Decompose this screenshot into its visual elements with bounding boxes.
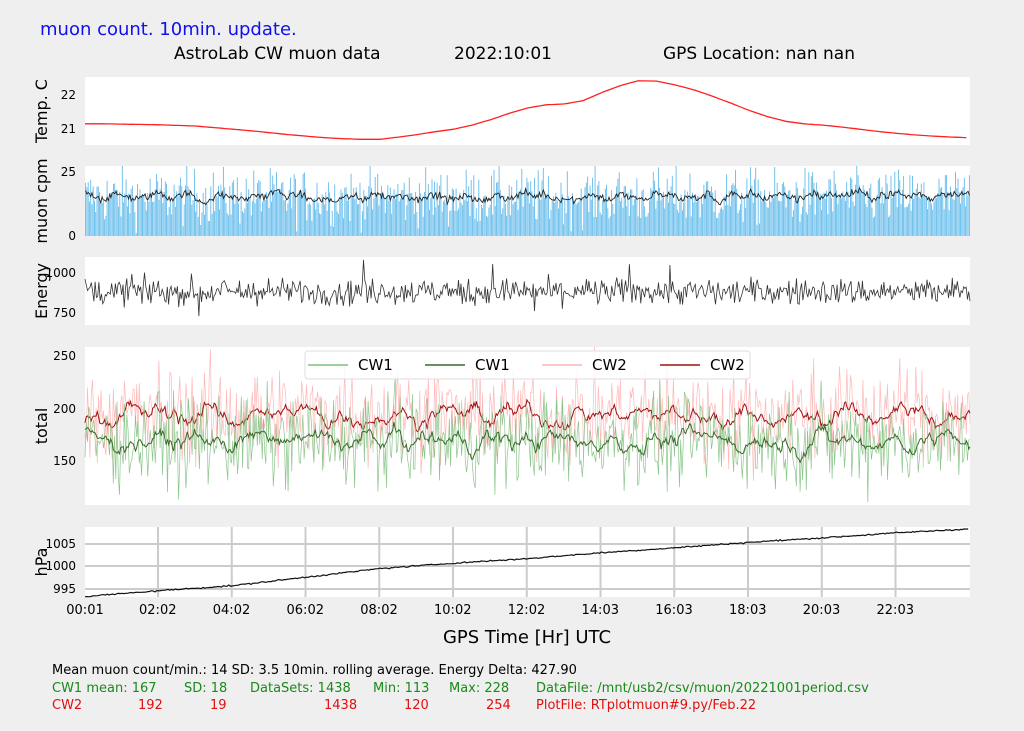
- ytick-label: 250: [53, 349, 76, 363]
- cw1-rolling-line: [84, 422, 971, 464]
- xaxis-label: GPS Time [Hr] UTC: [443, 627, 611, 648]
- cw2-max: 254: [486, 698, 511, 713]
- ylabel-panel-3: Energy: [32, 263, 51, 319]
- xtick-label: 16:03: [655, 603, 692, 618]
- cw1-max: Max: 228: [449, 681, 510, 696]
- xtick-label: 08:02: [360, 603, 397, 618]
- ytick-label: 21: [61, 122, 76, 136]
- ytick-label: 1000: [45, 266, 76, 280]
- cw2-plotfile: PlotFile: RTplotmuon#9.py/Feb.22: [536, 698, 757, 713]
- cw1-datasets: DataSets: 1438: [250, 681, 351, 696]
- ytick-label: 995: [53, 582, 76, 596]
- cw1-sd: SD: 18: [184, 681, 228, 696]
- cw1-mean: CW1 mean: 167: [52, 681, 157, 696]
- plot-panel-1: [85, 77, 970, 145]
- xtick-label: 04:02: [213, 603, 250, 618]
- cw2-mean: 192: [138, 698, 163, 713]
- cw2-sd: 19: [210, 698, 227, 713]
- cw2-min: 120: [404, 698, 429, 713]
- xtick-label: 20:03: [803, 603, 840, 618]
- xtick-label: 02:02: [139, 603, 176, 618]
- ylabel-panel-2: muon cpm: [32, 158, 51, 243]
- pressure-line: [84, 528, 969, 598]
- legend-box: [304, 350, 751, 380]
- chart-title: AstroLab CW muon data: [174, 44, 381, 64]
- ylabel-panel-4: total: [32, 408, 51, 445]
- ytick-label: 200: [53, 402, 76, 416]
- cw2-datasets: 1438: [324, 698, 358, 713]
- xtick-label: 22:03: [877, 603, 914, 618]
- xtick-label: 14:03: [582, 603, 619, 618]
- ytick-label: 25: [61, 165, 76, 179]
- stats-line-mean: Mean muon count/min.: 14 SD: 3.5 10min. …: [52, 663, 577, 678]
- muon-rolling-average-line: [85, 186, 970, 206]
- ylabel-panel-5: hPa: [32, 548, 51, 577]
- xtick-label: 06:02: [287, 603, 324, 618]
- cw2-label: CW2: [52, 698, 83, 713]
- chart-banner: muon count. 10min. update.: [40, 19, 297, 40]
- temperature-line: [85, 80, 967, 140]
- xtick-label: 12:02: [508, 603, 545, 618]
- ytick-label: 750: [53, 306, 76, 320]
- cw1-min: Min: 113: [373, 681, 430, 696]
- ylabel-panel-1: Temp. C: [32, 79, 51, 144]
- ytick-label: 1005: [45, 537, 76, 551]
- ytick-label: 150: [53, 454, 76, 468]
- xtick-label: 18:03: [729, 603, 766, 618]
- ytick-label: 1000: [45, 559, 76, 573]
- muon-cpm-bars: [85, 166, 970, 236]
- gps-location: GPS Location: nan nan: [663, 44, 855, 64]
- chart-date: 2022:10:01: [454, 44, 552, 64]
- xtick-label: 10:02: [434, 603, 471, 618]
- ytick-label: 0: [68, 229, 76, 243]
- plot-panel-2: [85, 166, 970, 236]
- xtick-label: 00:01: [66, 603, 103, 618]
- ytick-label: 22: [61, 88, 76, 102]
- cw1-raw-line: [84, 375, 971, 503]
- cw1-datafile: DataFile: /mnt/usb2/csv/muon/20221001per…: [536, 681, 869, 696]
- energy-line: [84, 259, 971, 317]
- legend-label-4: CW2: [710, 356, 745, 374]
- legend-label-3: CW2: [592, 356, 627, 374]
- legend-label-1: CW1: [358, 356, 393, 374]
- legend-label-2: CW1: [475, 356, 510, 374]
